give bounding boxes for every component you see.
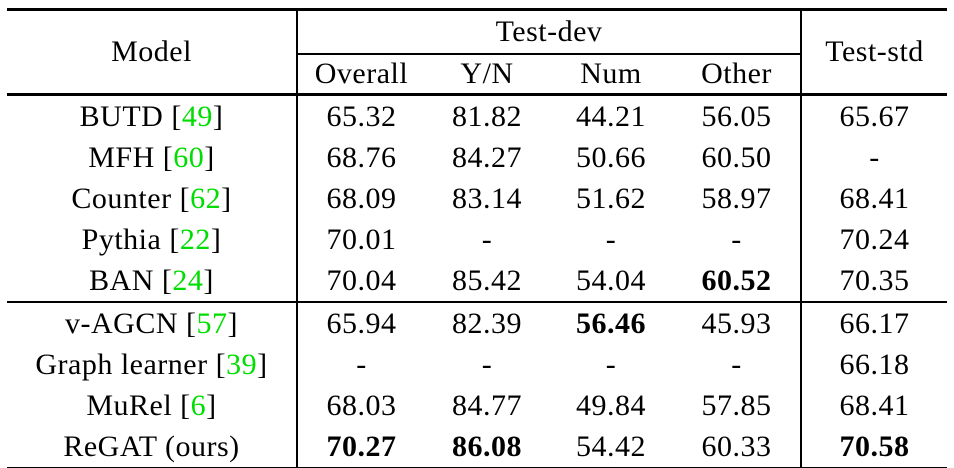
table-row: Graph learner [39] - - - - 66.18 [7, 344, 947, 385]
model-name-suffix: ] [210, 222, 222, 256]
header-row-groups: Model Test-dev Test-std [7, 9, 947, 96]
cell-overall: 68.76 [326, 140, 397, 174]
model-name: BUTD [ [79, 99, 182, 133]
model-name: Counter [ [71, 181, 191, 215]
citation-link[interactable]: 62 [190, 181, 222, 215]
model-name: Graph learner [ [35, 347, 227, 381]
model-name-cell: BUTD [49] [7, 94, 298, 137]
table-row: v-AGCN [57] 65.94 82.39 56.46 45.93 66.1… [7, 301, 947, 344]
cell-other: 58.97 [701, 181, 772, 215]
column-header-num: Num [549, 54, 673, 96]
cell-overall: - [356, 347, 367, 381]
cell-test-std: 66.18 [800, 344, 947, 385]
cell-yn: 84.27 [452, 140, 522, 174]
column-header-other: Other [673, 54, 801, 96]
cell-overall: 70.01 [326, 222, 397, 256]
model-name-cell: Pythia [22] [7, 219, 298, 260]
model-name-suffix: ] [203, 263, 214, 297]
model-name-suffix: ] [227, 306, 238, 340]
cell-test-std: 70.35 [800, 260, 947, 302]
model-name: MFH [ [88, 140, 174, 174]
cell-test-std: 70.24 [800, 219, 947, 260]
model-name-suffix: ] [221, 181, 232, 215]
cell-other: 60.50 [701, 140, 772, 174]
cell-num: - [605, 222, 617, 256]
model-name-suffix: ] [206, 388, 217, 422]
model-name-suffix: ] [212, 99, 224, 133]
citation-link[interactable]: 24 [172, 263, 204, 297]
model-name: ReGAT (ours) [63, 429, 240, 463]
cell-yn: 86.08 [452, 429, 522, 463]
cell-other: 60.33 [701, 429, 772, 463]
model-name-cell: MFH [60] [7, 137, 298, 178]
table-row: BAN [24] 70.04 85.42 54.04 60.52 70.35 [7, 260, 947, 302]
column-header-overall: Overall [297, 54, 425, 96]
header-row-subcolumns: Overall Y/N Num Other [7, 54, 947, 96]
table-row: MFH [60] 68.76 84.27 50.66 60.50 - [7, 137, 947, 178]
cell-yn: 83.14 [452, 181, 522, 215]
citation-link[interactable]: 60 [173, 140, 205, 174]
cell-yn: - [481, 347, 493, 381]
cell-yn: 85.42 [452, 263, 522, 297]
cell-yn: - [481, 222, 493, 256]
cell-num: 54.04 [576, 263, 646, 297]
model-name-cell: MuRel [6] [7, 385, 298, 426]
cell-overall: 70.27 [326, 429, 397, 463]
cell-yn: 84.77 [452, 388, 522, 422]
column-header-model: Model [7, 9, 298, 96]
table-row: BUTD [49] 65.32 81.82 44.21 56.05 65.67 [7, 94, 947, 137]
model-name-cell: v-AGCN [57] [7, 301, 298, 344]
model-name: MuRel [ [86, 388, 191, 422]
model-name: Pythia [ [81, 222, 180, 256]
citation-link[interactable]: 57 [196, 306, 228, 340]
column-header-test-std: Test-std [800, 9, 947, 96]
cell-other: - [731, 222, 742, 256]
cell-test-std: - [800, 137, 947, 178]
cell-test-std: 66.17 [800, 301, 947, 344]
citation-link[interactable]: 49 [181, 99, 213, 133]
cell-num: 51.62 [576, 181, 646, 215]
results-table: Model Test-dev Test-std Overall Y/N Num … [7, 8, 947, 468]
model-name-cell: BAN [24] [7, 260, 298, 302]
cell-num: 44.21 [576, 99, 646, 133]
citation-link[interactable]: 6 [190, 388, 207, 422]
cell-num: 49.84 [576, 388, 646, 422]
cell-num: 56.46 [549, 301, 673, 344]
cell-overall: 68.09 [326, 181, 397, 215]
cell-overall: 65.94 [297, 301, 425, 344]
cell-yn: 81.82 [452, 99, 522, 133]
cell-other: 57.85 [701, 388, 772, 422]
model-name: BAN [ [89, 263, 173, 297]
cell-test-std: 65.67 [800, 94, 947, 137]
cell-num: 54.42 [576, 429, 646, 463]
cell-num: 50.66 [576, 140, 646, 174]
column-header-yn: Y/N [425, 54, 549, 96]
table-row: Pythia [22] 70.01 - - - 70.24 [7, 219, 947, 260]
model-name-cell: Counter [62] [7, 178, 298, 219]
cell-other: - [731, 347, 742, 381]
model-name-suffix: ] [204, 140, 215, 174]
model-name-suffix: ] [257, 347, 268, 381]
model-name-cell: Graph learner [39] [7, 344, 298, 385]
cell-test-std: 70.58 [800, 426, 947, 468]
cell-num: - [605, 347, 617, 381]
cell-overall: 70.04 [326, 263, 397, 297]
cell-other: 45.93 [673, 301, 801, 344]
citation-link[interactable]: 39 [226, 347, 258, 381]
table-row: MuRel [6] 68.03 84.77 49.84 57.85 68.41 [7, 385, 947, 426]
cell-overall: 65.32 [326, 99, 397, 133]
cell-test-std: 68.41 [800, 178, 947, 219]
cell-other: 60.52 [701, 263, 772, 297]
model-name-cell: ReGAT (ours) [7, 426, 298, 468]
citation-link[interactable]: 22 [179, 222, 211, 256]
cell-other: 56.05 [701, 99, 772, 133]
table-row: Counter [62] 68.09 83.14 51.62 58.97 68.… [7, 178, 947, 219]
cell-overall: 68.03 [326, 388, 397, 422]
cell-yn: 82.39 [425, 301, 549, 344]
cell-test-std: 68.41 [800, 385, 947, 426]
model-name: v-AGCN [ [65, 306, 197, 340]
table-row: ReGAT (ours) 70.27 86.08 54.42 60.33 70.… [7, 426, 947, 468]
column-group-header-test-dev: Test-dev [297, 9, 801, 55]
